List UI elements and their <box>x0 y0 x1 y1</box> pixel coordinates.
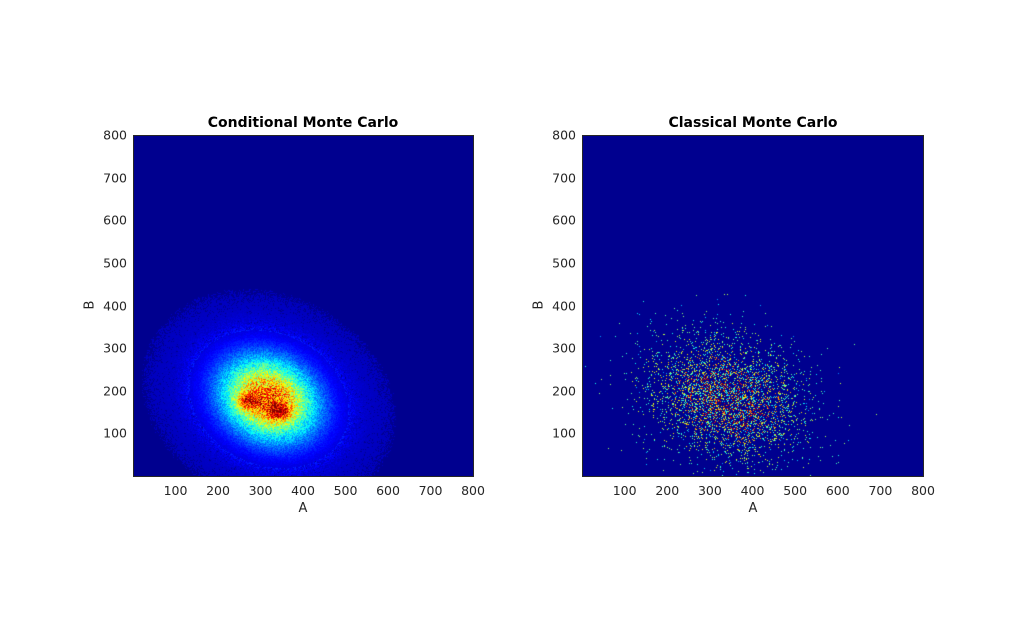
y-tick-label: 600 <box>103 212 127 228</box>
heatmap-plot-area <box>582 135 923 476</box>
x-tick-label: 800 <box>911 483 935 498</box>
x-tick-label: 100 <box>163 483 188 498</box>
x-tick-label: 400 <box>740 483 765 498</box>
y-tick-label: 800 <box>103 127 127 143</box>
y-tick-label: 700 <box>103 170 127 186</box>
y-tick-label: 300 <box>103 340 127 356</box>
y-tick-label: 700 <box>552 170 576 186</box>
y-tick-label: 300 <box>552 340 576 356</box>
x-tick-label: 600 <box>376 483 400 498</box>
y-tick-label: 500 <box>552 255 576 271</box>
x-tick-label: 800 <box>461 483 485 498</box>
x-axis-label: A <box>748 501 758 516</box>
y-tick-label: 100 <box>552 425 576 441</box>
x-tick-label: 300 <box>697 483 722 498</box>
y-tick-label: 500 <box>103 255 127 271</box>
y-tick-label: 600 <box>552 212 576 228</box>
x-tick-label: 700 <box>418 483 443 498</box>
x-tick-label: 300 <box>248 483 273 498</box>
heatmap-plot-area <box>133 135 473 476</box>
y-axis-label: B <box>531 300 547 310</box>
x-axis-label: A <box>298 501 308 516</box>
x-tick-label: 500 <box>783 483 808 498</box>
x-tick-label: 600 <box>825 483 850 498</box>
x-tick-label: 200 <box>655 483 680 498</box>
x-tick-label: 700 <box>868 483 893 498</box>
x-tick-label: 100 <box>612 483 637 498</box>
x-tick-label: 400 <box>291 483 315 498</box>
x-tick-label: 500 <box>333 483 358 498</box>
y-tick-label: 800 <box>552 127 576 143</box>
x-tick-label: 200 <box>206 483 230 498</box>
y-tick-label: 400 <box>103 298 127 313</box>
y-tick-label: 100 <box>103 425 127 441</box>
chart-title: Conditional Monte Carlo <box>207 115 399 131</box>
chart-title: Classical Monte Carlo <box>668 115 838 131</box>
y-tick-label: 200 <box>552 383 576 399</box>
y-tick-label: 200 <box>103 383 127 399</box>
y-tick-label: 400 <box>552 298 576 313</box>
